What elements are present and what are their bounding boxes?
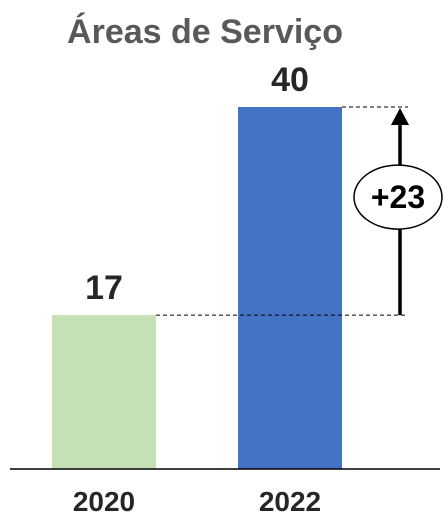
difference-bubble xyxy=(353,164,443,230)
difference-annotation: +23 xyxy=(156,106,443,316)
bars-group xyxy=(52,107,342,469)
data-label-2020: 17 xyxy=(85,269,123,307)
chart-title: Áreas de Serviço xyxy=(67,13,343,51)
bar-2020 xyxy=(52,315,156,469)
x-tick-label-2022: 2022 xyxy=(259,486,321,513)
difference-label: +23 xyxy=(371,179,425,215)
bar-2022 xyxy=(238,107,342,469)
arrow-up-icon xyxy=(391,108,409,125)
data-label-2022: 40 xyxy=(271,61,309,99)
x-tick-labels-group: 2020 2022 xyxy=(73,486,321,513)
x-tick-label-2020: 2020 xyxy=(73,486,135,513)
